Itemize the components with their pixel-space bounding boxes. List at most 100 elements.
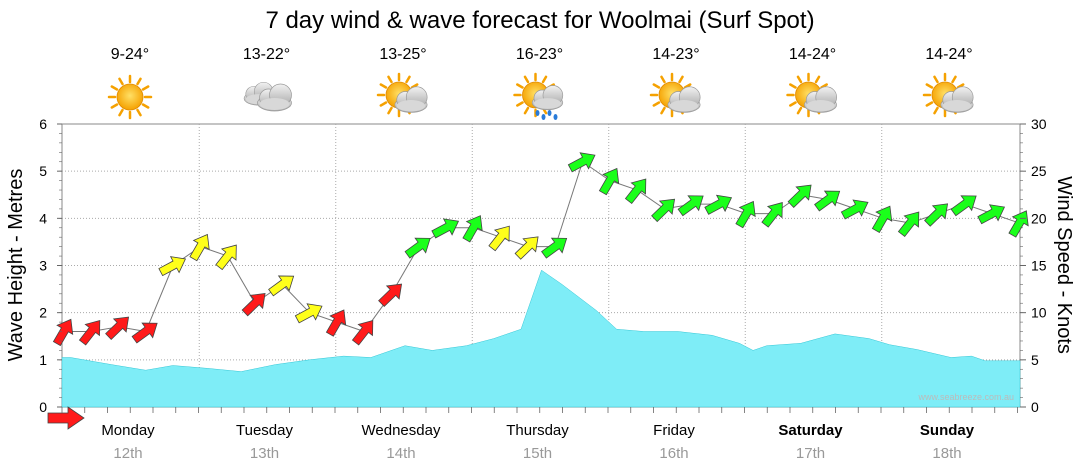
right-tick-label: 25 (1031, 163, 1047, 179)
sun-ray (789, 83, 797, 89)
sun-ray (136, 108, 142, 117)
wind-arrow (351, 319, 374, 346)
cloud-shape (804, 86, 837, 113)
sun-ray (956, 83, 965, 89)
wind-arrow-shape (651, 198, 676, 223)
chart-title: 7 day wind & wave forecast for Woolmai (… (265, 7, 814, 34)
wind-arrow (924, 203, 949, 227)
wind-arrow-shape (541, 237, 568, 259)
wind-arrow-shape (158, 256, 187, 277)
temp-range-label: 13-25° (379, 46, 426, 63)
wind-arrow (404, 237, 431, 259)
wind-arrow-shape (189, 233, 210, 262)
wind-arrow (105, 316, 130, 340)
right-tick-label: 10 (1031, 305, 1047, 321)
wind-arrow (241, 293, 266, 317)
cloud-shape (667, 86, 701, 113)
sun-ray (925, 83, 934, 89)
sun-ray (387, 75, 393, 84)
left-tick-label: 1 (39, 352, 47, 368)
wind-arrow-shape (840, 199, 869, 220)
wind-arrow (787, 184, 812, 208)
wind-arrow-shape (241, 293, 266, 317)
day-date-label: 13th (250, 445, 279, 462)
right-tick-label: 30 (1031, 116, 1047, 132)
wind-arrow (704, 194, 733, 215)
temp-range-label: 14-24° (925, 46, 972, 63)
sun-ray (516, 83, 524, 89)
sun-ray (118, 108, 124, 117)
sun-ray (110, 85, 119, 91)
sun-ray (925, 101, 934, 107)
wind-arrow (158, 256, 187, 277)
wind-arrow-shape (704, 194, 733, 215)
cloud-shape (394, 86, 428, 113)
left-tick-label: 4 (39, 210, 47, 226)
sun-ray (820, 83, 828, 89)
wind-arrow-shape (598, 167, 620, 196)
sun-ray (110, 103, 119, 109)
wind-arrow-shape (47, 406, 85, 430)
left-tick-label: 2 (39, 305, 47, 321)
day-date-label: 17th (796, 445, 825, 462)
sun-ray (541, 75, 548, 84)
wind-arrow-shape (462, 215, 483, 243)
rain-drop (541, 114, 546, 120)
wind-arrow-shape (761, 202, 783, 228)
temp-range-label: 9-24° (111, 46, 149, 63)
credit-text: www.seabreeze.com.au (917, 392, 1014, 402)
sun-ray (410, 83, 419, 89)
wind-arrow-shape (735, 200, 756, 229)
wind-speed-line (200, 246, 228, 257)
right-tick-label: 0 (1031, 399, 1039, 415)
left-tick-label: 5 (39, 163, 47, 179)
wind-arrow-shape (787, 184, 812, 208)
wind-arrow-shape (514, 236, 539, 260)
wind-arrow-shape (325, 309, 347, 337)
sun-ray (118, 77, 124, 86)
sun-ray (660, 106, 666, 115)
wind-arrow-start (47, 406, 85, 430)
cloud-part (259, 98, 290, 110)
left-axis-label: Wave Height - Metres (5, 169, 27, 362)
wind-speed-line (554, 161, 584, 247)
sun-ray (652, 101, 661, 107)
day-name-label: Thursday (506, 422, 569, 439)
wind-arrow (488, 225, 510, 252)
day-name-label: Friday (653, 422, 695, 439)
sun-ray (405, 75, 411, 84)
wind-arrows (47, 152, 1029, 430)
wind-arrow (541, 237, 568, 259)
temp-range-label: 14-24° (789, 46, 836, 63)
wind-arrow-shape (814, 190, 841, 212)
wind-arrow (52, 318, 74, 347)
cloud-shape (257, 83, 292, 112)
rain-drop (535, 110, 540, 116)
day-name-label: Saturday (778, 422, 843, 439)
wind-arrow-shape (215, 244, 237, 271)
sun-ray (516, 101, 524, 107)
weather-row: 9-24° 13-22° 13-25° 16-23° 14-23° 14-24° 14-24… (107, 46, 974, 120)
wind-arrow (677, 195, 704, 217)
wind-speed-line (336, 321, 365, 333)
temp-range-label: 14-23° (652, 46, 699, 63)
partly-cloudy-icon (786, 72, 837, 118)
sun-ray (141, 103, 150, 109)
right-tick-label: 5 (1031, 352, 1039, 368)
rain-drop (553, 114, 558, 120)
wind-arrow-shape (105, 316, 130, 340)
wind-arrow (950, 195, 977, 217)
sun-ray (379, 83, 388, 89)
wind-arrow (1008, 210, 1029, 238)
sun-ray (951, 75, 957, 84)
wind-arrow (651, 198, 676, 223)
wind-arrow-shape (1008, 210, 1029, 238)
cloud-part (806, 100, 835, 112)
wind-arrow-shape (677, 195, 704, 217)
wind-arrow-shape (52, 318, 74, 347)
partly-cloudy-icon (376, 72, 428, 118)
cloud-shape (531, 85, 564, 111)
sun-disc (116, 83, 144, 111)
wind-arrow (431, 218, 460, 239)
axes: 0 1 2 3 4 5 6 0 5 10 15 20 25 30 Monday 12th Tuesday 13th… (39, 116, 1047, 462)
